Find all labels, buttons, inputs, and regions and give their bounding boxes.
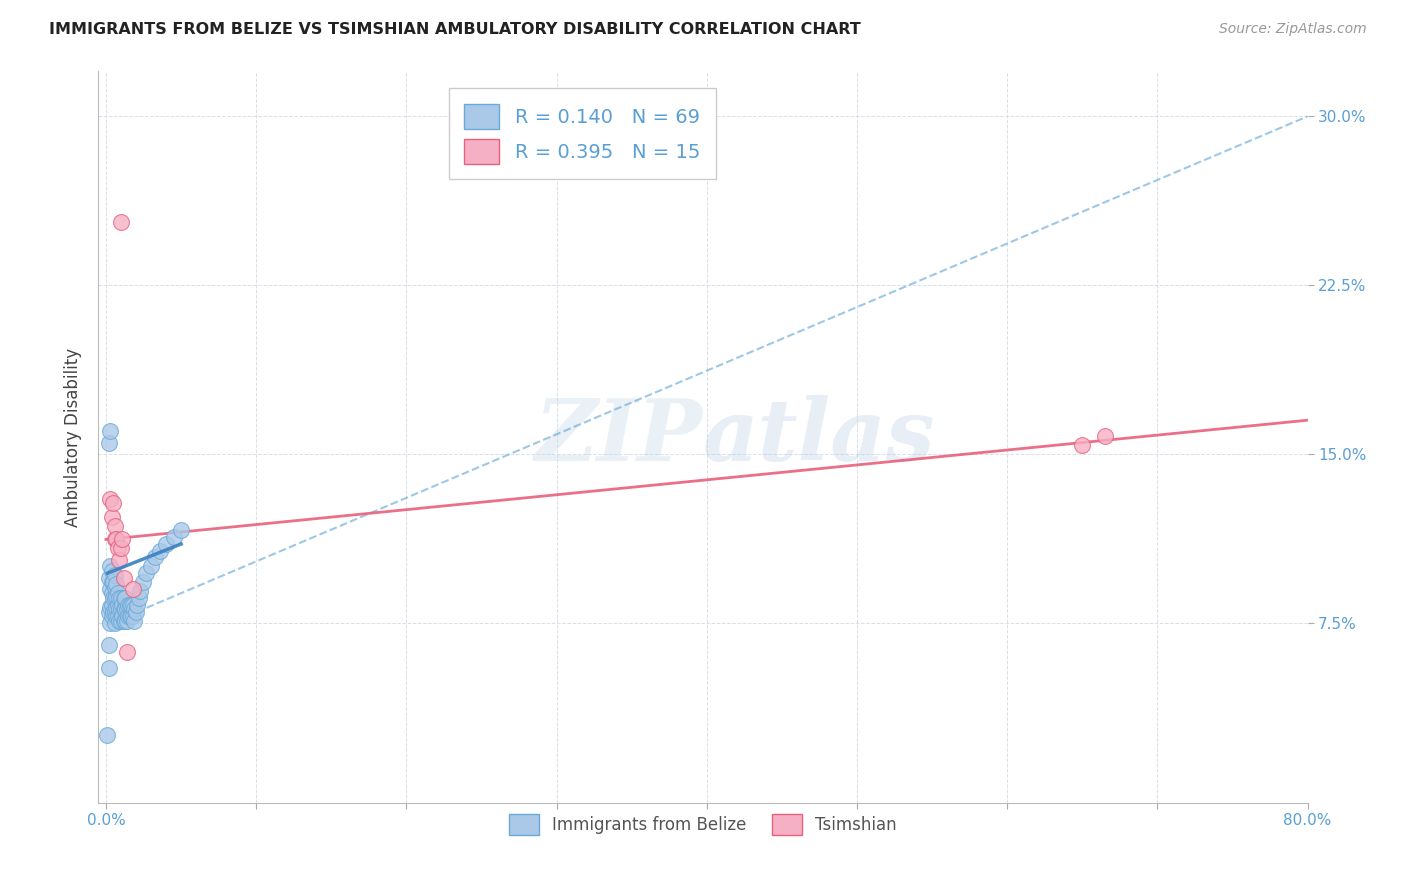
- Point: [108, 602, 131, 616]
- Point: [101, 510, 124, 524]
- Point: [104, 580, 127, 594]
- Text: IMMIGRANTS FROM BELIZE VS TSIMSHIAN AMBULATORY DISABILITY CORRELATION CHART: IMMIGRANTS FROM BELIZE VS TSIMSHIAN AMBU…: [49, 22, 860, 37]
- Point: [115, 602, 138, 616]
- Point: [170, 524, 193, 538]
- Point: [107, 598, 129, 612]
- Text: Source: ZipAtlas.com: Source: ZipAtlas.com: [1219, 22, 1367, 37]
- Point: [124, 602, 146, 616]
- Point: [121, 609, 143, 624]
- Point: [96, 728, 118, 742]
- Point: [114, 591, 136, 605]
- Point: [105, 577, 128, 591]
- Point: [103, 575, 125, 590]
- Point: [1071, 438, 1094, 452]
- Point: [112, 602, 135, 616]
- Point: [105, 599, 128, 614]
- Point: [122, 582, 145, 596]
- Point: [110, 591, 132, 605]
- Point: [105, 533, 128, 547]
- Point: [100, 615, 122, 630]
- Point: [108, 614, 131, 628]
- Point: [107, 586, 129, 600]
- Point: [101, 598, 124, 612]
- Legend: Immigrants from Belize, Tsimshian: Immigrants from Belize, Tsimshian: [502, 807, 904, 842]
- Point: [104, 519, 127, 533]
- Point: [122, 609, 145, 624]
- Point: [118, 609, 141, 624]
- Point: [104, 591, 127, 605]
- Point: [129, 584, 152, 599]
- Point: [97, 435, 120, 450]
- Point: [104, 568, 127, 582]
- Point: [104, 605, 127, 619]
- Point: [110, 541, 132, 556]
- Point: [100, 599, 122, 614]
- Point: [122, 598, 145, 612]
- Point: [111, 609, 134, 624]
- Point: [124, 614, 146, 628]
- Point: [155, 537, 177, 551]
- Point: [135, 566, 157, 581]
- Point: [112, 571, 135, 585]
- Point: [97, 661, 120, 675]
- Point: [105, 609, 128, 624]
- Point: [108, 553, 131, 567]
- Point: [103, 496, 125, 510]
- Text: atlas: atlas: [703, 395, 935, 479]
- Point: [128, 591, 150, 605]
- Point: [107, 609, 129, 624]
- Point: [103, 605, 125, 619]
- Point: [115, 645, 138, 659]
- Point: [145, 550, 167, 565]
- Point: [111, 533, 134, 547]
- Point: [103, 591, 125, 605]
- Point: [101, 586, 124, 600]
- Point: [162, 530, 184, 544]
- Point: [117, 598, 139, 612]
- Point: [101, 609, 124, 624]
- Point: [1094, 429, 1116, 443]
- Point: [112, 591, 135, 605]
- Point: [125, 605, 148, 619]
- Point: [104, 533, 127, 547]
- Point: [110, 602, 132, 616]
- Point: [108, 591, 131, 605]
- Point: [117, 609, 139, 624]
- Point: [97, 638, 120, 652]
- Point: [100, 559, 122, 574]
- Point: [107, 541, 129, 556]
- Point: [110, 215, 132, 229]
- Point: [112, 614, 135, 628]
- Text: ZIP: ZIP: [536, 395, 703, 479]
- Point: [149, 543, 172, 558]
- Point: [110, 614, 132, 628]
- Point: [100, 582, 122, 596]
- Point: [114, 614, 136, 628]
- Point: [132, 575, 155, 590]
- Point: [139, 559, 162, 574]
- Point: [100, 491, 122, 506]
- Point: [100, 425, 122, 439]
- Point: [101, 575, 124, 590]
- Point: [105, 589, 128, 603]
- Point: [97, 571, 120, 585]
- Y-axis label: Ambulatory Disability: Ambulatory Disability: [63, 348, 82, 526]
- Point: [114, 602, 136, 616]
- Point: [121, 598, 143, 612]
- Point: [101, 564, 124, 578]
- Point: [118, 598, 141, 612]
- Point: [115, 614, 138, 628]
- Point: [104, 615, 127, 630]
- Point: [111, 598, 134, 612]
- Point: [97, 605, 120, 619]
- Point: [127, 598, 149, 612]
